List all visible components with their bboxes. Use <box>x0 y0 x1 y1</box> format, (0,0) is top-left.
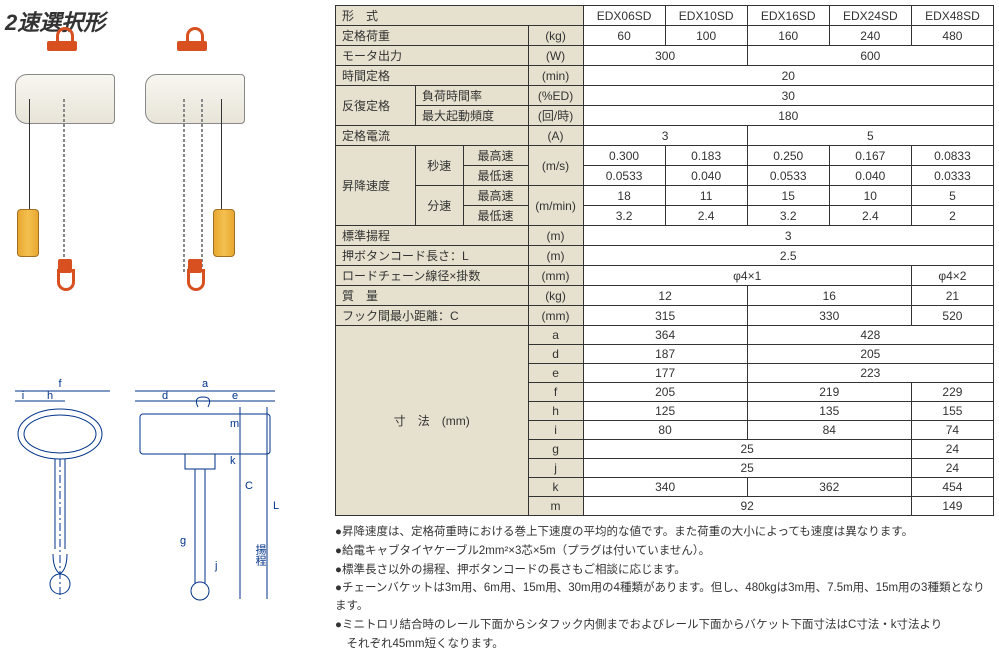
note-line: ●チェーンバケットは3m用、6m用、15m用、30m用の4種類があります。但し、… <box>335 580 994 616</box>
dimension-diagram: f i h a d e m k C <box>5 369 285 619</box>
svg-text:f: f <box>58 378 62 390</box>
note-line: ●ミニトロリ結合時のレール下面からシタフック内側までおよびレール下面からバケット… <box>335 617 994 635</box>
table-row: 標準揚程 (m) 3 <box>336 226 994 246</box>
svg-text:d: d <box>162 390 168 402</box>
table-row: 形 式 EDX06SD EDX10SD EDX16SD EDX24SD EDX4… <box>336 6 994 26</box>
table-row: 定格電流 (A) 3 5 <box>336 126 994 146</box>
table-row: 定格荷重 (kg) 60 100 160 240 480 <box>336 26 994 46</box>
table-row: 質 量 (kg) 12 16 21 <box>336 286 994 306</box>
product-photo-area <box>5 49 325 349</box>
svg-text:L: L <box>273 500 279 512</box>
table-row: 時間定格 (min) 20 <box>336 66 994 86</box>
table-row: 最大起動頻度 (回/時) 180 <box>336 106 994 126</box>
svg-text:a: a <box>202 378 209 390</box>
svg-text:h: h <box>47 390 53 402</box>
svg-text:e: e <box>232 390 238 402</box>
note-line: ●昇降速度は、定格荷重時における巻上下速度の平均的な値です。また荷重の大小によっ… <box>335 524 994 542</box>
page-title: 2速選択形 <box>5 5 325 37</box>
table-row: モータ出力 (W) 300 600 <box>336 46 994 66</box>
table-row: フック間最小距離：C (mm) 315 330 520 <box>336 306 994 326</box>
note-line: それぞれ45mm短くなります。 <box>335 636 994 654</box>
svg-text:揚程: 揚程 <box>254 544 267 567</box>
table-row: 寸 法 (mm) a 364 428 <box>336 326 994 345</box>
table-row: 押ボタンコード長さ：L (m) 2.5 <box>336 246 994 266</box>
spec-table: 形 式 EDX06SD EDX10SD EDX16SD EDX24SD EDX4… <box>335 5 994 516</box>
hoist-illustration-right <box>135 49 255 349</box>
note-line: ●給電キャブタイヤケーブル2mm²×3芯×5m（プラグは付いていません）。 <box>335 543 994 561</box>
note-line: ●標準長さ以外の揚程、押ボタンコードの長さもご相談に応じます。 <box>335 562 994 580</box>
table-row: ロードチェーン線径×掛数 (mm) φ4×1 φ4×2 <box>336 266 994 286</box>
svg-text:i: i <box>22 390 24 402</box>
svg-text:m: m <box>230 418 239 430</box>
row-label: 形 式 <box>336 6 584 26</box>
svg-text:j: j <box>214 560 217 572</box>
svg-text:C: C <box>245 480 253 492</box>
table-row: 昇降速度 秒速 最高速 (m/s) 0.300 0.183 0.250 0.16… <box>336 146 994 166</box>
hoist-illustration-left <box>5 49 125 349</box>
notes-section: ●昇降速度は、定格荷重時における巻上下速度の平均的な値です。また荷重の大小によっ… <box>335 524 994 654</box>
table-row: 分速 最高速 (m/min) 18 11 15 10 5 <box>336 186 994 206</box>
svg-text:g: g <box>180 535 186 547</box>
svg-text:k: k <box>230 455 236 467</box>
table-row: 反復定格 負荷時間率 (%ED) 30 <box>336 86 994 106</box>
